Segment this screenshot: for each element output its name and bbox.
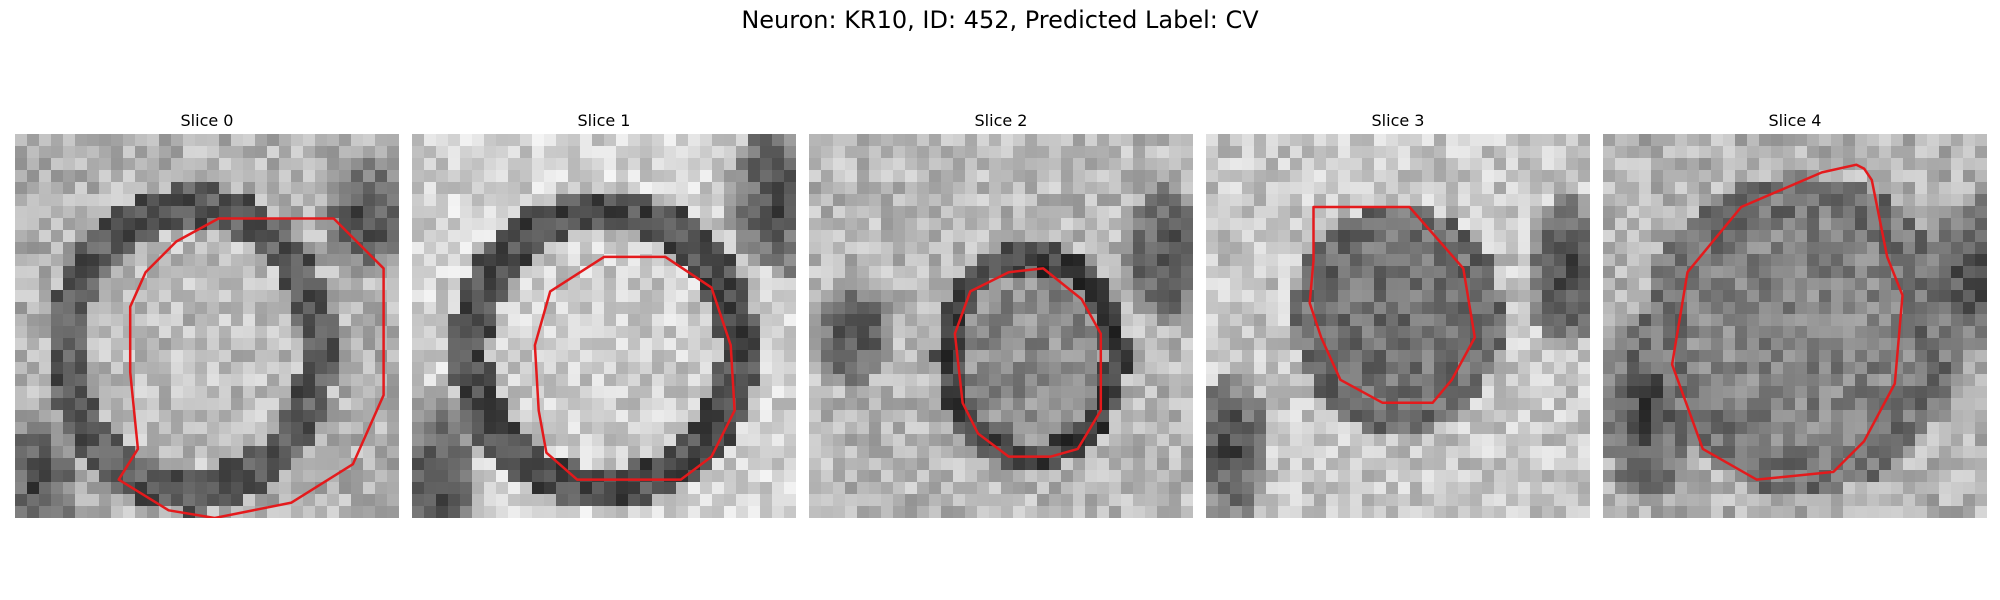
slice-image (809, 134, 1193, 518)
cell-outline (1308, 205, 1477, 405)
slice-panel-1: Slice 1 (412, 108, 796, 518)
slice-image (1206, 134, 1590, 518)
cell-outline (1670, 163, 1904, 481)
cell-outline (117, 217, 385, 518)
pixel-grid (1206, 134, 1590, 518)
slice-title: Slice 2 (974, 111, 1028, 130)
slice-panel-0: Slice 0 (15, 108, 399, 518)
slice-image (15, 134, 399, 518)
slice-panel-3: Slice 3 (1206, 108, 1590, 518)
slice-panel-4: Slice 4 (1603, 108, 1987, 518)
slice-title: Slice 1 (577, 111, 631, 130)
slice-panel-2: Slice 2 (809, 108, 1193, 518)
slice-image (1603, 134, 1987, 518)
pixel-grid (15, 134, 399, 518)
slice-title: Slice 3 (1371, 111, 1425, 130)
cell-outline (533, 255, 736, 481)
pixel-grid (809, 134, 1193, 518)
slice-image (412, 134, 796, 518)
slice-title: Slice 4 (1768, 111, 1822, 130)
pixel-grid (1603, 134, 1987, 518)
pixel-grid (412, 134, 796, 518)
figure-title: Neuron: KR10, ID: 452, Predicted Label: … (741, 6, 1259, 34)
cell-outline (953, 267, 1103, 458)
slice-title: Slice 0 (180, 111, 234, 130)
